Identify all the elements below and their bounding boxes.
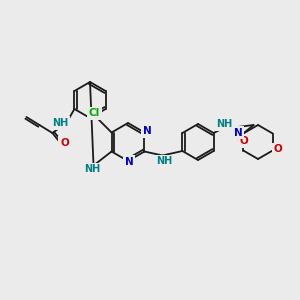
Text: O: O	[273, 145, 282, 154]
Text: Cl: Cl	[89, 109, 100, 118]
Text: O: O	[60, 138, 69, 148]
Text: NH: NH	[156, 157, 172, 166]
Text: N: N	[234, 128, 243, 137]
Text: NH: NH	[52, 118, 68, 128]
Text: N: N	[124, 157, 134, 167]
Text: NH: NH	[217, 119, 233, 129]
Text: NH: NH	[84, 164, 101, 175]
Text: O: O	[239, 136, 248, 146]
Text: N: N	[143, 127, 152, 136]
